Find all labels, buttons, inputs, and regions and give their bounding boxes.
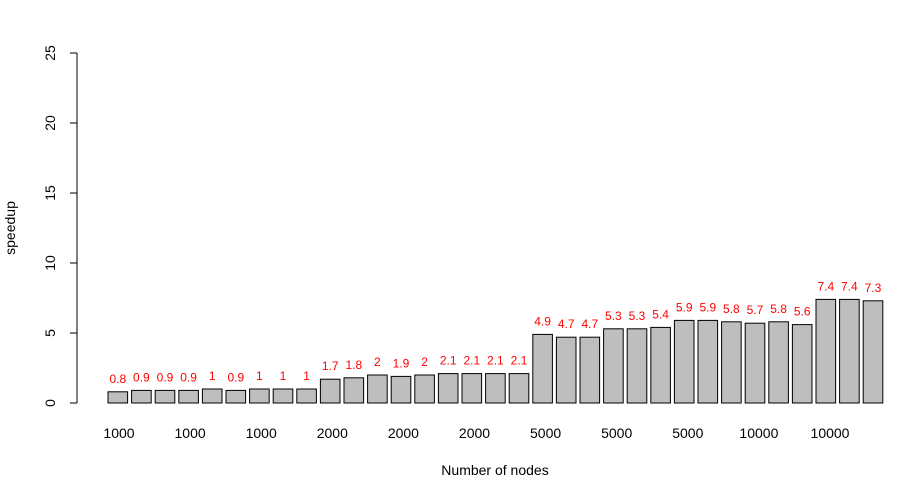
bar: [791, 324, 813, 404]
x-axis-title: Number of nodes: [441, 462, 548, 478]
bar: [626, 328, 648, 404]
x-tick-label: 2000: [459, 425, 490, 441]
bar-value-label: 5.3: [629, 309, 646, 323]
bar: [296, 388, 317, 404]
bar-value-label: 7.3: [865, 281, 882, 295]
x-tick-labels-group: 1000 1000 1000 2000 2000 2000 5000 5000 5000 1000…: [103, 425, 849, 441]
bar-value-label: 0.8: [109, 372, 126, 386]
bar-value-label: 0.9: [157, 370, 174, 384]
bar-value-label: 2.1: [440, 354, 457, 368]
y-tick-label: 15: [42, 185, 58, 201]
x-tick-label: 5000: [601, 425, 632, 441]
x-tick-label: 10000: [811, 425, 850, 441]
bar: [272, 388, 294, 404]
bar: [721, 321, 742, 404]
bar-value-label: 5.6: [794, 305, 811, 319]
bar: [768, 321, 789, 404]
y-tick-label: 25: [42, 45, 58, 61]
bar: [249, 388, 270, 404]
x-tick-label: 5000: [530, 425, 561, 441]
bar: [343, 377, 365, 404]
x-tick-label: 1000: [175, 425, 206, 441]
bar: [744, 322, 766, 404]
bar: [201, 388, 223, 404]
x-tick-label: 10000: [739, 425, 778, 441]
bar-value-label: 1: [303, 369, 310, 383]
bar: [414, 374, 435, 404]
bar-value-label: 5.9: [699, 300, 716, 314]
bar-value-label: 5.3: [605, 309, 622, 323]
bar: [579, 336, 601, 404]
x-tick-label: 1000: [246, 425, 277, 441]
bar-value-label: 5.8: [770, 302, 787, 316]
bar-value-label: 2.1: [511, 354, 528, 368]
bar: [697, 319, 719, 404]
bar-value-label: 5.4: [652, 307, 669, 321]
bar: [131, 389, 152, 404]
bar: [485, 373, 506, 404]
bar-value-label: 4.7: [558, 317, 575, 331]
bar-value-label: 2.1: [463, 354, 480, 368]
bar-value-label: 2.1: [487, 354, 504, 368]
bar: [107, 391, 129, 404]
bar: [437, 373, 459, 404]
bar: [367, 374, 388, 404]
y-tick-label: 10: [42, 255, 58, 271]
bar-value-label: 1.8: [345, 358, 362, 372]
bar-value-label: 7.4: [817, 279, 834, 293]
bar-value-label: 2: [374, 355, 381, 369]
bar-value-label: 4.7: [581, 317, 598, 331]
bar: [532, 333, 553, 404]
bars-group: [107, 298, 884, 404]
bar-value-label: 7.4: [841, 279, 858, 293]
bar: [815, 298, 837, 404]
x-tick-label: 1000: [103, 425, 134, 441]
bar: [673, 319, 695, 404]
x-tick-label: 2000: [317, 425, 348, 441]
data-labels-group: 0.8 0.9 0.9 0.9 1 0.9 1 1 1 1.7 1.8 2 1.9 2 2.1 2.1 2.1 2…: [109, 279, 881, 385]
bar: [319, 378, 341, 404]
bar: [225, 389, 247, 404]
bar-value-label: 1: [209, 369, 216, 383]
y-axis: 0 5 10 15 20 25: [42, 45, 78, 407]
bar: [178, 389, 199, 404]
bar-value-label: 5.9: [676, 300, 693, 314]
y-axis-title: speedup: [2, 201, 18, 255]
bar: [862, 300, 884, 404]
bar-value-label: 5.7: [747, 303, 764, 317]
bar-value-label: 1.7: [322, 359, 339, 373]
bar: [461, 373, 483, 404]
bar-value-label: 5.8: [723, 302, 740, 316]
bar-value-label: 1: [256, 369, 263, 383]
bar: [390, 375, 412, 404]
bar: [154, 389, 176, 404]
bar: [650, 326, 671, 404]
bar-value-label: 4.9: [534, 314, 551, 328]
y-tick-label: 20: [42, 115, 58, 131]
bar-value-label: 1: [280, 369, 287, 383]
x-tick-label: 2000: [388, 425, 419, 441]
bar: [603, 328, 624, 404]
bar-value-label: 1.9: [393, 356, 410, 370]
y-tick-label: 0: [42, 399, 58, 407]
x-tick-label: 5000: [672, 425, 703, 441]
y-tick-label: 5: [42, 329, 58, 337]
bar-value-label: 0.9: [133, 370, 150, 384]
bar-value-label: 0.9: [227, 370, 244, 384]
bar-value-label: 2: [421, 355, 428, 369]
bar: [839, 298, 860, 404]
bar-value-label: 0.9: [180, 370, 197, 384]
bar: [555, 336, 577, 404]
bar: [508, 373, 530, 404]
